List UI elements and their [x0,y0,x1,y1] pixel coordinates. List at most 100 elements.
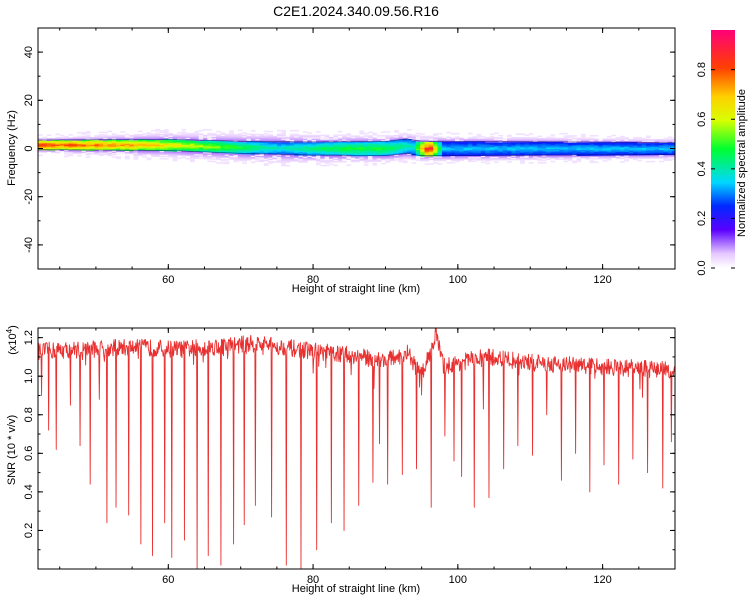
spectrogram-cell [255,144,260,147]
spectrogram-cell [216,141,221,144]
spectrogram-cell [272,155,278,157]
spectrogram-cell [663,142,669,145]
spectrogram-cell [85,139,91,142]
spectrogram-cell [246,150,252,153]
spectrogram-cell [276,138,282,140]
spectrogram-cell [229,132,234,135]
spectrogram-cell [207,141,213,143]
spectrogram-cell [163,136,169,138]
spectrogram-cell [203,136,208,138]
spectrogram-cell [481,153,486,155]
spectrogram-cell [659,145,664,147]
snr-frame [37,327,676,570]
spectrogram-cell [289,158,295,161]
spectrogram-cell [59,145,65,148]
spectrogram-cell [176,132,182,134]
spectrogram-cell [285,144,291,146]
spectrogram-cell [580,151,586,154]
spectrogram-cell [172,157,178,159]
spectrogram-cell [272,153,278,156]
spectrogram-cell [602,151,608,154]
spectrogram-cell [633,150,638,152]
spectrogram-cell [194,154,200,157]
spectrogram-cell [38,140,43,142]
spectrogram-cell [263,136,269,139]
spectrogram-cell [420,136,425,139]
spectrogram-cell [224,138,230,141]
spectrogram-cell [585,149,590,152]
x-tick-label: 60 [162,574,174,586]
spectrogram-cell [441,159,447,162]
spectrogram-cell [515,139,521,142]
spectrogram-cell [281,131,286,133]
spectrogram-cell [216,162,221,164]
spectrogram-cell [402,156,408,159]
spectrogram-cell [585,155,590,158]
spectrogram-cell [467,143,473,146]
spectrogram-cell [302,143,308,145]
spectrogram-cell [433,162,438,164]
spectrogram-cell [289,160,295,162]
spectrogram-cell [407,147,412,149]
spectrogram-cell [389,137,395,140]
spectrogram-cell [398,140,404,142]
spectrogram-cell [485,142,491,144]
spectrogram-cell [407,151,412,154]
spectrogram-cell [342,143,347,146]
spectrogram-cell [550,139,556,141]
spectrogram-cell [602,138,608,141]
spectrogram-cell [507,134,512,137]
spectrogram-cell [619,137,625,139]
spectrogram-cell [550,148,556,151]
spectrogram-cell [481,154,486,156]
spectrogram-cell [289,152,295,155]
spectrogram-cell [663,140,669,142]
spectrogram-cell [146,148,152,151]
spectrogram-cell [315,134,321,137]
spectrogram-cell [85,135,91,138]
spectrogram-cell [237,154,243,157]
spectrogram-cell [524,146,530,149]
spectrogram-cell [198,147,204,150]
spectrogram-cell [589,156,595,159]
spectrogram-cell [272,146,278,149]
spectrogram-cell [567,149,573,152]
spectrogram-cell [415,146,421,148]
spectrogram-cell [320,161,326,163]
spectrogram-cell [55,143,61,145]
spectrogram-cell [606,139,612,142]
spectrogram-cell [411,142,417,145]
spectrogram-cell [333,138,339,140]
spectrogram-cell [346,140,352,142]
spectrogram-cell [524,156,530,158]
spectrogram-cell [142,144,147,146]
spectrogram-cell [650,152,656,154]
spectrogram-cell [220,140,226,143]
spectrogram-cell [420,135,425,138]
spectrogram-cell [229,155,234,158]
spectrogram-cell [229,143,234,146]
spectrogram-cell [116,145,121,148]
spectrogram-cell [120,134,126,137]
spectrogram-cell [181,148,187,150]
spectrogram-cell [155,136,161,138]
spectrogram-cell [528,140,534,143]
spectrogram-cell [494,143,499,145]
spectrogram-cell [207,160,213,163]
spectrogram-cell [220,158,226,161]
spectrogram-cell [659,152,664,154]
spectrogram-cell [454,147,460,149]
spectrogram-cell [150,150,156,152]
spectrogram-cell [77,151,82,153]
spectrogram-cell [146,157,152,160]
spectrogram-cell [359,142,365,145]
spectrogram-cell [420,156,425,158]
spectrogram-cell [654,147,660,150]
spectrogram-cell [385,152,391,155]
spectrogram-cell [441,151,447,153]
spectrogram-cell [124,133,130,136]
spectrogram-cell [259,140,265,142]
spectrogram-cell [281,147,286,150]
spectrogram-cell [342,141,347,144]
spectrogram-cell [233,145,239,147]
